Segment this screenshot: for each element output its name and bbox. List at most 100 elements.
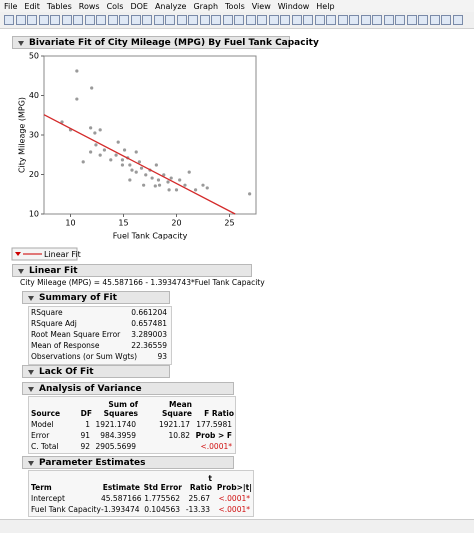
menu-item[interactable]: DOE — [130, 1, 148, 11]
toolbar-button[interactable] — [153, 15, 164, 25]
toolbar-button[interactable] — [314, 15, 325, 25]
toolbar-button[interactable] — [165, 15, 175, 25]
toolbar-button[interactable] — [395, 15, 405, 25]
section-heading[interactable]: Analysis of Variance — [22, 382, 234, 395]
data-point — [137, 160, 141, 164]
y-tick-label: 20 — [29, 170, 39, 179]
plot-frame — [43, 55, 257, 215]
summary-table: RSquare 0.661204 RSquare Adj 0.657481 Root M… — [28, 306, 172, 365]
toolbar-button[interactable] — [27, 15, 37, 25]
menu-item[interactable]: Analyze — [154, 1, 187, 11]
toolbar-button[interactable] — [372, 15, 382, 25]
data-point — [94, 143, 98, 147]
toolbar-button[interactable] — [222, 15, 233, 25]
toolbar-button[interactable] — [245, 15, 256, 25]
menu-bar: File Edit Tables Rows Cols DOE Analyze Graph Too… — [0, 0, 474, 12]
data-table: Source DF Sum of Squares Mean Square F Ratio… — [28, 396, 236, 454]
section-heading[interactable]: Lack Of Fit — [22, 365, 170, 378]
table-cell — [141, 441, 190, 452]
fit-line — [43, 114, 236, 215]
menu-item[interactable]: Tools — [225, 1, 245, 11]
menu-item[interactable]: Help — [316, 1, 335, 11]
column-header: t Ratio — [189, 474, 212, 492]
data-point — [167, 188, 171, 192]
section-heading[interactable]: Linear Fit — [12, 264, 252, 277]
menu-item[interactable]: Rows — [78, 1, 100, 11]
data-point — [128, 178, 132, 182]
toolbar-button[interactable] — [303, 15, 313, 25]
data-point — [153, 184, 157, 188]
column-header: Source — [31, 409, 61, 418]
toolbar-button[interactable] — [257, 15, 267, 25]
table-cell: 1.775562 — [144, 494, 180, 503]
toolbar-button[interactable] — [441, 15, 451, 25]
data-point — [89, 126, 93, 130]
menu-item[interactable]: File — [4, 1, 18, 11]
toolbar-button[interactable] — [211, 15, 221, 25]
x-tick-label: 15 — [118, 219, 128, 228]
toolbar-button[interactable] — [383, 15, 394, 25]
menu-item[interactable]: Window — [277, 1, 310, 11]
data-point — [205, 186, 209, 190]
toolbar-button[interactable] — [119, 15, 129, 25]
section-heading[interactable]: Summary of Fit — [22, 291, 170, 304]
data-point — [109, 158, 113, 162]
table-cell: Intercept — [31, 494, 65, 503]
toolbar-button[interactable] — [199, 15, 210, 25]
table-cell: Observations (or Sum Wgts) — [31, 352, 138, 361]
data-point — [134, 170, 138, 174]
legend-box — [11, 247, 78, 261]
toolbar-button[interactable] — [234, 15, 244, 25]
toolbar-button[interactable] — [4, 15, 14, 25]
toolbar-button[interactable] — [73, 15, 83, 25]
menu-item[interactable]: View — [251, 1, 271, 11]
toolbar-button[interactable] — [429, 15, 440, 25]
toolbar-button[interactable] — [176, 15, 187, 25]
report-title[interactable]: Bivariate Fit of City Mileage (MPG) By F… — [12, 36, 319, 49]
data-point — [102, 148, 107, 152]
toolbar-button[interactable] — [452, 15, 463, 25]
data-point — [187, 170, 191, 174]
toolbar-button[interactable] — [268, 15, 279, 25]
toolbar-button[interactable] — [326, 15, 336, 25]
toolbar-button[interactable] — [349, 15, 359, 25]
table-cell: <.0001* — [218, 505, 250, 514]
x-tick-label: 20 — [171, 219, 181, 228]
menu-item[interactable]: Cols — [106, 1, 124, 11]
toolbar-button[interactable] — [15, 15, 26, 25]
data-point — [93, 131, 97, 135]
data-point — [193, 188, 198, 192]
menu-item[interactable]: Edit — [24, 1, 40, 11]
toolbar-button[interactable] — [84, 15, 95, 25]
x-axis-label: Fuel Tank Capacity — [113, 232, 188, 241]
section-heading[interactable]: Parameter Estimates — [22, 456, 234, 469]
toolbar-button[interactable] — [107, 15, 118, 25]
data-point — [157, 183, 162, 187]
toolbar-button[interactable] — [188, 15, 198, 25]
toolbar-button[interactable] — [96, 15, 106, 25]
toolbar-button[interactable] — [406, 15, 417, 25]
table-cell: 45.587166 — [101, 494, 142, 503]
toolbar-button[interactable] — [61, 15, 72, 25]
toolbar-button[interactable] — [38, 15, 49, 25]
menu-item[interactable]: Tables — [46, 1, 72, 11]
toolbar-button[interactable] — [50, 15, 60, 25]
toolbar-button[interactable] — [280, 15, 290, 25]
toolbar-button[interactable] — [130, 15, 141, 25]
data-point — [120, 158, 125, 162]
toolbar-button[interactable] — [291, 15, 302, 25]
table-cell: Model — [31, 420, 54, 429]
data-point — [142, 183, 146, 187]
table-cell: 22.36559 — [131, 341, 167, 350]
table-cell: <.0001* — [200, 442, 232, 451]
toolbar-button[interactable] — [142, 15, 152, 25]
menu-item[interactable]: Graph — [193, 1, 219, 11]
table-cell: 3.289003 — [131, 330, 167, 339]
table-cell: Fuel Tank Capacity — [31, 505, 101, 514]
data-point — [201, 183, 205, 187]
toolbar-button[interactable] — [360, 15, 371, 25]
toolbar-button[interactable] — [337, 15, 348, 25]
toolbar-button[interactable] — [418, 15, 428, 25]
column-header: Std Error — [143, 483, 182, 492]
y-tick-label: 30 — [29, 131, 39, 140]
